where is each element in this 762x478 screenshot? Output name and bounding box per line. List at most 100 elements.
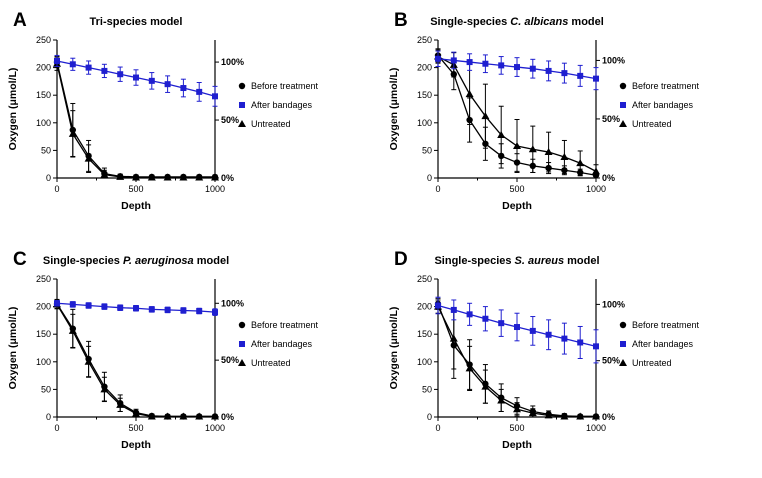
- legend-triangle-icon: [619, 120, 627, 127]
- legend-item: After bandages: [620, 339, 694, 349]
- data-point-circle: [592, 413, 600, 420]
- y-tick-label: 150: [36, 90, 51, 100]
- data-point-square: [148, 77, 155, 84]
- y-tick-label: 250: [36, 274, 51, 284]
- y-tick-label: 200: [417, 302, 432, 312]
- data-point-square: [133, 305, 139, 312]
- legend-label: Untreated: [632, 358, 672, 368]
- data-point-circle: [561, 412, 568, 420]
- data-point-triangle: [465, 90, 474, 98]
- data-point-square: [117, 71, 124, 78]
- legend-item: Before treatment: [238, 320, 319, 330]
- x-tick-label: 1000: [586, 423, 606, 433]
- data-point-circle: [196, 413, 203, 420]
- data-point-square: [180, 85, 187, 92]
- data-point-square: [450, 306, 457, 313]
- chart-panel-d: D Single-species S. aureus model 0 50 100 150…: [388, 249, 700, 451]
- percent-tick-label: 0%: [602, 412, 615, 422]
- data-point-circle: [450, 71, 457, 78]
- legend-item: Untreated: [619, 119, 672, 129]
- data-point-circle: [180, 173, 187, 181]
- percent-tick-label: 0%: [602, 173, 615, 183]
- y-tick-label: 50: [422, 384, 432, 394]
- y-tick-label: 250: [36, 35, 51, 45]
- data-point-triangle: [528, 145, 537, 153]
- data-point-square: [85, 302, 92, 309]
- axes: [56, 279, 216, 418]
- data-point-circle: [482, 140, 489, 147]
- data-point-square: [498, 62, 505, 69]
- data-point-circle: [577, 169, 584, 176]
- y-tick-label: 50: [41, 145, 51, 155]
- data-point-circle: [577, 413, 584, 420]
- percent-tick-label: 50%: [221, 355, 239, 365]
- data-point-square: [54, 300, 60, 307]
- data-point-circle: [180, 413, 187, 420]
- y-tick-label: 0: [46, 412, 51, 422]
- percent-tick-label: 50%: [221, 115, 239, 125]
- y-tick-label: 200: [36, 302, 51, 312]
- legend-label: Untreated: [632, 119, 672, 129]
- data-point-square: [577, 72, 584, 79]
- data-point-circle: [196, 173, 203, 181]
- legend-square-icon: [239, 102, 245, 108]
- data-point-circle: [545, 411, 552, 418]
- data-point-circle: [211, 173, 219, 181]
- data-point-triangle: [481, 112, 490, 120]
- data-point-square: [180, 307, 187, 314]
- legend-label: Before treatment: [251, 81, 319, 91]
- data-point-square: [85, 64, 92, 71]
- data-point-square: [212, 309, 218, 316]
- legend-triangle-icon: [238, 359, 246, 366]
- y-axis-title: Oxygen (μmol/L): [7, 68, 19, 151]
- y-tick-label: 100: [36, 118, 51, 128]
- panel-a-tri-species: A Tri-species model 0 50 100 150 200 250 0 500 100…: [0, 0, 381, 239]
- data-point-circle: [529, 408, 536, 415]
- x-tick-label: 500: [509, 184, 524, 194]
- x-tick-label: 500: [509, 423, 524, 433]
- legend-item: After bandages: [620, 100, 694, 110]
- chart-panel-a: A Tri-species model 0 50 100 150 200 250 0 500 100…: [7, 10, 319, 212]
- legend-label: After bandages: [632, 339, 694, 349]
- data-point-circle: [482, 380, 489, 388]
- y-tick-label: 50: [41, 384, 51, 394]
- data-point-circle: [101, 383, 108, 390]
- data-point-circle: [529, 162, 536, 170]
- data-point-triangle: [513, 141, 521, 149]
- data-point-square: [69, 61, 76, 68]
- data-point-square: [466, 311, 473, 318]
- data-point-circle: [466, 361, 473, 368]
- panel-c-p-aeruginosa: C Single-species P. aeruginosa model 0 50 10…: [0, 239, 381, 478]
- legend-square-icon: [239, 341, 245, 347]
- legend-item: Before treatment: [238, 81, 319, 91]
- percent-tick-label: 100%: [602, 55, 625, 65]
- chart-panel-b: B Single-species C. albicans model 0 50 100 1…: [388, 10, 700, 212]
- x-axis-title: Depth: [502, 439, 532, 451]
- data-point-square: [482, 315, 489, 322]
- data-point-circle: [466, 116, 473, 124]
- y-tick-label: 100: [36, 357, 51, 367]
- data-point-square: [117, 304, 124, 311]
- legend-triangle-icon: [238, 120, 246, 127]
- data-point-square: [69, 301, 76, 308]
- panel-b-c-albicans: B Single-species C. albicans model 0 50 100 1…: [381, 0, 762, 239]
- series-after-bandages: [435, 296, 599, 364]
- series-after-bandages: [54, 300, 218, 316]
- data-point-circle: [117, 173, 124, 180]
- legend-circle-icon: [238, 82, 246, 90]
- legend-item: After bandages: [239, 339, 313, 349]
- data-point-circle: [592, 172, 600, 179]
- y-tick-label: 100: [417, 118, 432, 128]
- series-line: [56, 304, 215, 418]
- y-axis-title: Oxygen (μmol/L): [7, 307, 19, 390]
- data-point-square: [529, 327, 536, 334]
- y-tick-label: 200: [36, 63, 51, 73]
- x-tick-label: 1000: [205, 184, 225, 194]
- data-point-square: [196, 88, 203, 95]
- data-point-circle: [148, 173, 155, 181]
- data-point-square: [561, 335, 568, 342]
- legend-item: Untreated: [238, 119, 291, 129]
- axes: [437, 279, 597, 418]
- x-axis-title: Depth: [121, 200, 151, 212]
- data-point-circle: [117, 400, 124, 407]
